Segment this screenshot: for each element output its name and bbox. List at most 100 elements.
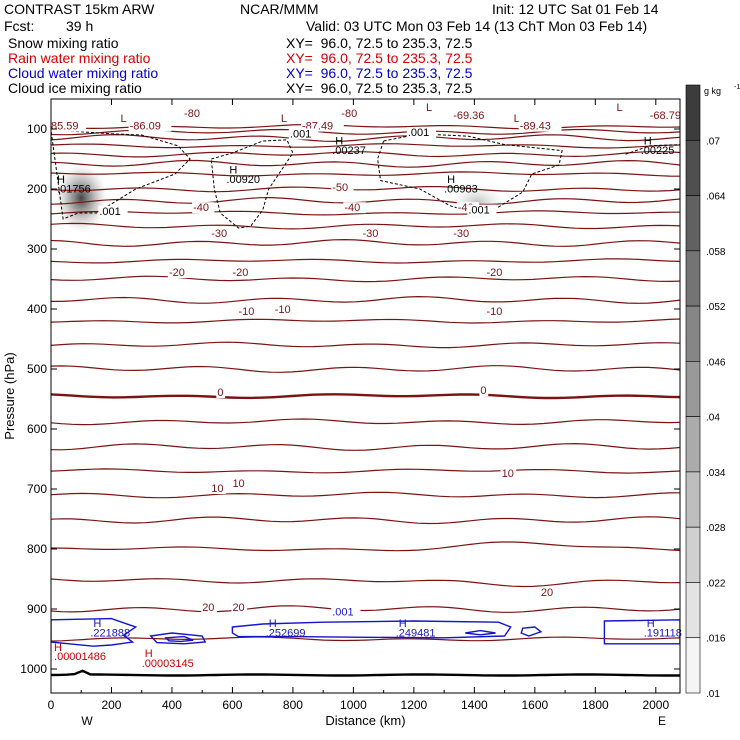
colorbar-tick-label-4: .046 [706, 357, 726, 368]
ice-contour-2 [377, 133, 563, 214]
east-endpoint-label: E [658, 714, 666, 728]
temperature-isotherms [51, 123, 680, 677]
isotherm-line-18 [51, 393, 680, 400]
cloud-water-contour-1 [149, 632, 207, 645]
colorbar-segment-10 [685, 637, 701, 694]
temperature-label-18: 10 [232, 478, 244, 490]
ice-contour-label-0-bg [288, 128, 319, 140]
temperature-label-6-bg [210, 228, 233, 239]
x-tick-label-7: 1400 [461, 698, 488, 712]
temperature-label-19: 10 [502, 468, 514, 480]
low-value-2: -69.36 [453, 110, 484, 122]
temperature-label-22: 20 [541, 587, 553, 599]
field-label-snow: Snow mixing ratio [8, 35, 119, 51]
low-marker-4: L [616, 102, 622, 114]
snow-max-shade-0 [55, 164, 108, 232]
temperature-label-16: 0 [480, 385, 486, 397]
temperature-label-12-bg [237, 306, 260, 317]
y-tick-label-9: 1000 [20, 662, 47, 676]
isotherm-line-19 [51, 418, 680, 426]
low-marker-0: L [121, 113, 127, 125]
center-name: NCAR/MMM [240, 1, 319, 17]
colorbar-segment-1 [685, 139, 701, 196]
ice-contour-0 [51, 129, 191, 220]
colorbar-tick-label-3: .052 [706, 302, 726, 313]
temperature-label-0: -80 [184, 108, 200, 120]
plot-frame [50, 98, 681, 694]
low-value-4-bg [648, 109, 692, 121]
temperature-label-15: 0 [217, 387, 223, 399]
ice-max-value-3: .00983 [444, 184, 478, 196]
cloud-water-max-marker-0: H [93, 618, 101, 630]
isotherm-line-6 [51, 171, 680, 177]
colorbar-segment-0 [685, 84, 701, 141]
temperature-label-21: 20 [232, 602, 244, 614]
forecast-label: Fcst: [4, 18, 35, 34]
temperature-label-13: -10 [275, 304, 291, 316]
colorbar-tick-label-8: .022 [706, 578, 726, 589]
cloud-water-max-value-3: .191118 [644, 628, 682, 640]
temperature-label-1: -80 [341, 108, 357, 120]
x-tick-label-8: 1600 [521, 698, 548, 712]
ice-max-marker-2: H [335, 136, 343, 148]
temperature-label-3-bg [192, 202, 215, 214]
ice-contour-label-0: .001 [290, 128, 311, 140]
y-tick-label-6: 700 [27, 482, 47, 496]
ice-max-marker-3: H [447, 174, 455, 186]
low-value-0-bg [128, 120, 172, 132]
temperature-label-0-bg [183, 108, 206, 119]
x-tick-label-0: 0 [48, 698, 55, 712]
cloud-water-contour-3 [231, 620, 512, 639]
chart-header: CONTRAST 15km ARW Fcst: 39 h NCAR/MMM In… [0, 0, 740, 100]
cloud-water-max-marker-3: H [647, 618, 655, 630]
colorbar-tick-label-1: .064 [706, 192, 726, 203]
isotherm-line-15 [51, 318, 680, 324]
temperature-label-4: -40 [344, 202, 360, 214]
ice-max-value-1: .00920 [226, 174, 260, 186]
colorbar-unit: g kg [704, 86, 721, 96]
colorbar-tick-label-6: .034 [706, 468, 726, 479]
isotherm-line-17 [51, 365, 680, 373]
cloud-ice-contours [51, 129, 680, 229]
isotherm-line-10 [51, 222, 680, 230]
isotherm-line-20 [51, 442, 680, 451]
low-marker-3: L [514, 113, 520, 125]
x-tick-label-5: 1000 [340, 698, 367, 712]
cloud-water-contour-6 [603, 619, 680, 645]
temperature-label-22-bg [539, 586, 556, 598]
axes: 0 200 400 600 800 1000 1200 1400 1600 1800 2000100… [2, 98, 681, 728]
isotherm-line-9 [51, 210, 680, 216]
colorbar-segment-2 [685, 195, 701, 252]
field-label-cloud-ice: Cloud ice mixing ratio [8, 80, 142, 96]
cloud-water-max-marker-2: H [399, 618, 407, 630]
field-label-cloud-water: Cloud water mixing ratio [8, 65, 159, 81]
x-tick-label-3: 600 [222, 698, 242, 712]
colorbar-tick-label-7: .028 [706, 523, 726, 534]
low-value-3: -89.43 [520, 121, 551, 133]
ice-contour-label-2-bg [98, 205, 128, 217]
low-value-5: 85.59 [51, 121, 79, 133]
colorbar-segment-7 [685, 471, 701, 528]
field-xy-cloud-water: XY= 96.0, 72.5 to 235.3, 72.5 [286, 65, 473, 81]
cloud-water-max-value-0: .221888 [90, 628, 130, 640]
isotherm-line-8 [51, 196, 680, 205]
x-tick-label-4: 800 [283, 698, 303, 712]
temperature-label-16-bg [479, 385, 489, 397]
field-label-rain: Rain water mixing ratio [8, 50, 151, 66]
rain-max-value-1: .00003145 [142, 658, 194, 670]
isotherm-line-4 [51, 150, 680, 158]
x-tick-label-2: 400 [162, 698, 182, 712]
isotherm-line-27 [51, 636, 680, 642]
temperature-label-19-bg [500, 468, 517, 479]
temperature-label-6: -30 [211, 228, 227, 240]
isotherm-line-24 [51, 541, 680, 552]
x-tick-label-9: 1800 [582, 698, 609, 712]
cloud-water-contours [51, 617, 680, 647]
isotherm-line-23 [51, 516, 680, 525]
field-xy-snow: XY= 96.0, 72.5 to 235.3, 72.5 [286, 35, 473, 51]
cloud-water-contour-4 [465, 629, 496, 636]
colorbar-tick-label-10: .01 [706, 689, 720, 700]
field-xy-rain: XY= 96.0, 72.5 to 235.3, 72.5 [286, 50, 473, 66]
ice-contour-label-3: .001 [468, 205, 489, 217]
